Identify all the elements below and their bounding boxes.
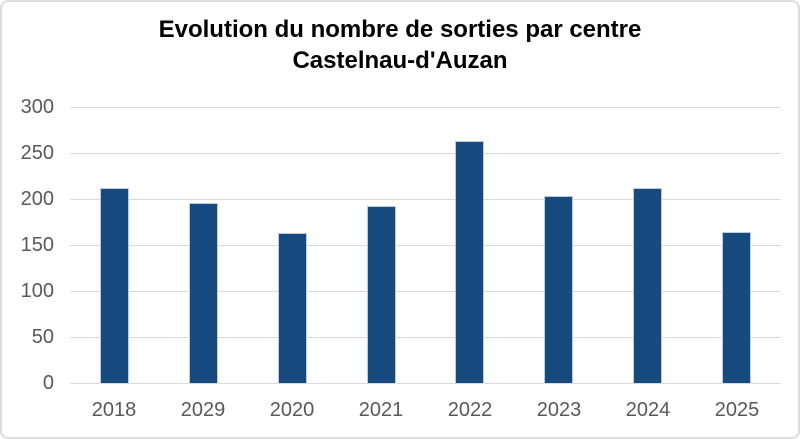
x-axis-tick-label: 2021 — [358, 399, 404, 421]
gridline-y150 — [70, 245, 781, 246]
x-axis-tick-label: 2025 — [714, 399, 760, 421]
y-axis-tick-label: 0 — [42, 372, 54, 394]
x-axis-tick-label: 2023 — [536, 399, 582, 421]
bar-2022 — [455, 141, 484, 383]
bar-2029 — [189, 203, 218, 383]
bar-2024 — [633, 188, 662, 383]
gridline-y200 — [70, 199, 781, 200]
x-axis-tick-label: 2024 — [625, 399, 671, 421]
gridline-y100 — [70, 291, 781, 292]
y-axis-tick-label: 200 — [20, 188, 54, 210]
gridline-y50 — [70, 337, 781, 338]
gridline-y0 — [70, 383, 781, 384]
y-axis-tick-label: 150 — [20, 234, 54, 256]
plot-area — [70, 107, 781, 384]
bar-2021 — [367, 206, 396, 383]
y-axis-tick-label: 250 — [20, 142, 54, 164]
y-axis-tick-label: 300 — [20, 96, 54, 118]
x-axis-tick-label: 2018 — [91, 399, 137, 421]
chart-title-line2: Castelnau-d'Auzan — [292, 47, 508, 74]
bar-2020 — [278, 233, 307, 383]
bar-2025 — [722, 232, 751, 383]
x-axis-tick-label: 2022 — [447, 399, 493, 421]
chart-title: Evolution du nombre de sorties par centr… — [2, 14, 798, 76]
y-axis-tick-label: 100 — [20, 280, 54, 302]
x-axis-tick-label: 2029 — [180, 399, 226, 421]
gridline-y300 — [70, 107, 781, 108]
chart-title-line1: Evolution du nombre de sorties par centr… — [158, 16, 642, 43]
gridline-y250 — [70, 153, 781, 154]
bar-2023 — [544, 196, 573, 383]
x-axis-tick-label: 2020 — [269, 399, 315, 421]
y-axis-tick-label: 50 — [31, 326, 54, 348]
bar-2018 — [100, 188, 129, 383]
